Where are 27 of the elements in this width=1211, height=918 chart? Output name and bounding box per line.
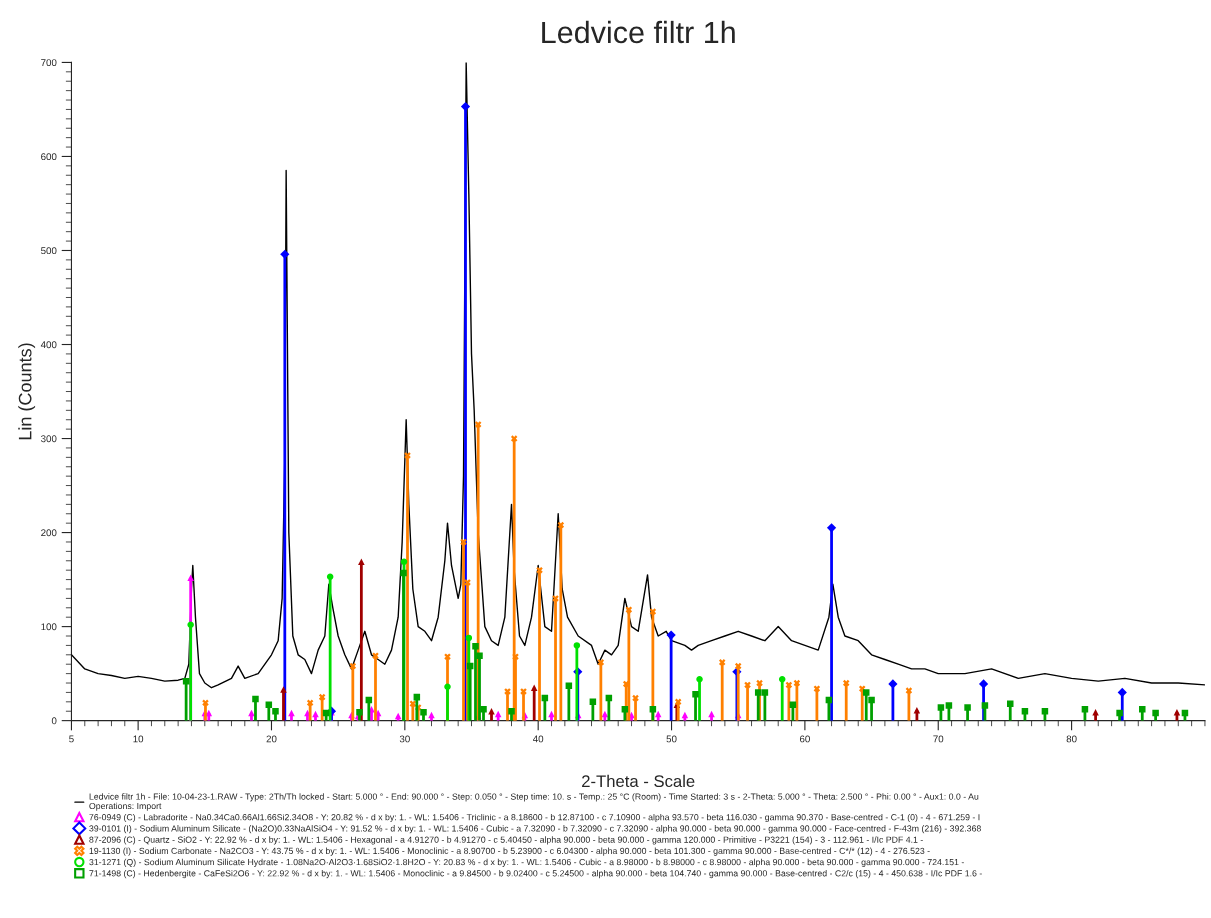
x-tick-label: 80 [1066, 735, 1077, 743]
x-tick-label: 5 [69, 735, 74, 743]
y-tick-label: 600 [41, 153, 57, 161]
y-tick-label: 400 [40, 341, 57, 349]
x-tick-label: 20 [266, 735, 277, 743]
y-axis-title: Lin (Counts) [18, 343, 36, 440]
x-tick-label: 70 [933, 735, 944, 743]
x-tick-label: 60 [799, 735, 810, 743]
y-tick-label: 200 [41, 529, 57, 537]
y-tick-label: 100 [41, 623, 57, 631]
legend-label: 87-2096 (C) - Quartz - SiO2 - Y: 22.92 % - d x by: 1. - WL: 1.5406 - Hexagonal - a 4.91270 - b 4.91270 - c 5.40450 - alpha 90.000 - beta 90.000 - gamma 120.000 - Primitive - P3221 (154) - 3 - 112.961 - I/Ic PDF 4.1 - [89, 836, 923, 845]
chart-title: Ledvice filtr 1h [542, 20, 735, 44]
x-tick-label: 30 [399, 735, 410, 743]
x-axis-title: 2-Theta - Scale [582, 774, 695, 788]
y-tick-label: 300 [41, 435, 57, 443]
legend-label: 31-1271 (Q) - Sodium Aluminum Silicate Hydrate - 1.08Na2O·Al2O3·1.68SiO2·1.8H2O - Y: 20.83 % - d x by: 1. - WL: 1.5406 - Cubic - a 8.98000 - b 8.98000 - c 8.98000 - alpha 90.000 - beta 90.000 - gamma 90.000 - 724.151 - [89, 858, 964, 867]
legend-label: Ledvice filtr 1h - File: 10-04-23-1.RAW - Type: 2Th/Th locked - Start: 5.000 ° - End: 90.000 ° - Step: 0.050 ° - Step time: 10. s - Temp.: 25 °C (Room) - Time Started: 3 s - 2-Theta: 5.000 ° - Theta: 2.500 ° - Phi: 0.00 ° - Aux1: 0.0 - Au Operations: Import [89, 793, 979, 811]
legend-label: 71-1498 (C) - Hedenbergite - CaFeSi2O6 - Y: 22.92 % - d x by: 1. - WL: 1.5406 - Monoclinic - a 9.84500 - b 9.02400 - c 5.24500 - alpha 90.000 - beta 104.740 - gamma 90.000 - Base-centred - C2/c (15) - 4 - 450.638 - I/Ic PDF 1.6 - [89, 869, 982, 879]
x-tick-label: 40 [533, 735, 544, 743]
y-tick-label: 700 [41, 59, 57, 67]
legend-label: 39-0101 (I) - Sodium Aluminum Silicate - (Na2O)0.33NaAlSiO4 - Y: 91.52 % - d x by: 1. - WL: 1.5406 - Cubic - a 7.32090 - b 7.32090 - c 7.32090 - alpha 90.000 - beta 90.000 - gamma 90.000 - Face-centred - F-43m (216) - 392.368 [89, 825, 981, 834]
legend-label: 19-1130 (I) - Sodium Carbonate - Na2CO3 - Y: 43.75 % - d x by: 1. - WL: 1.5406 - Monoclinic - a 8.90700 - b 5.23900 - c 6.04300 - alpha 90.000 - beta 101.300 - gamma 90.000 - Base-centred - C*/* (12) - 4 - 276.523 - [89, 847, 930, 856]
x-tick-label: 50 [666, 735, 677, 743]
y-tick-label: 500 [41, 247, 57, 255]
y-tick-label: 0 [51, 717, 57, 725]
x-tick-label: 10 [133, 735, 144, 743]
legend-label: 76-0949 (C) - Labradorite - Na0.34Ca0.66Al1.66Si2.34O8 - Y: 20.82 % - d x by: 1. - WL: 1.5406 - Triclinic - a 8.18600 - b 12.87100 - c 7.10900 - alpha 93.570 - beta 116.030 - gamma 90.370 - Base-centred - C-1 (0) - 4 - 671.259 - I [89, 813, 980, 823]
